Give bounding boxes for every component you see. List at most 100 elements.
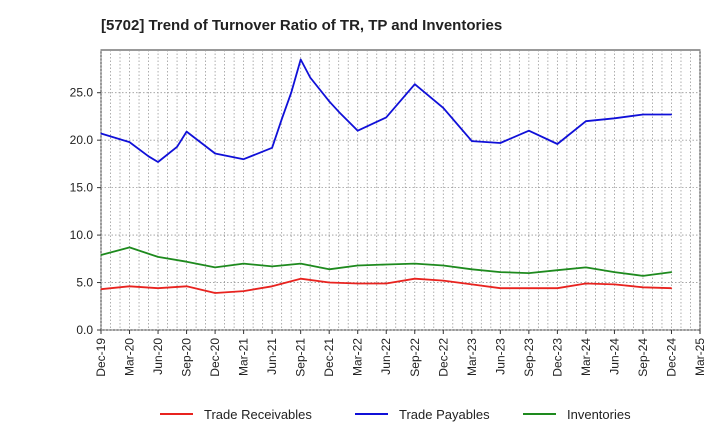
- data-point: [442, 264, 444, 267]
- x-tick-label: Mar-24: [579, 338, 593, 376]
- x-tick-label: Dec-23: [550, 338, 564, 377]
- data-point: [499, 287, 501, 289]
- x-tick-label: Sep-21: [294, 338, 308, 377]
- data-point: [642, 286, 644, 288]
- x-tick-label: Jun-24: [607, 338, 621, 375]
- data-point: [271, 147, 273, 149]
- data-point: [157, 256, 159, 258]
- data-point: [243, 290, 245, 292]
- data-point: [300, 262, 302, 265]
- data-point: [185, 261, 188, 263]
- data-point: [290, 92, 292, 94]
- data-point: [385, 116, 387, 118]
- data-point: [128, 246, 131, 249]
- data-point: [338, 111, 340, 113]
- data-point: [271, 285, 273, 287]
- data-point: [499, 271, 501, 273]
- data-point: [357, 264, 359, 267]
- data-point: [585, 266, 587, 268]
- data-point: [214, 292, 216, 294]
- data-point: [613, 117, 616, 119]
- data-point: [328, 268, 330, 270]
- data-point: [442, 280, 444, 282]
- data-point: [271, 265, 273, 268]
- x-tick-label: Dec-22: [436, 338, 450, 377]
- data-point: [613, 271, 616, 273]
- x-tick-label: Dec-19: [94, 338, 108, 377]
- data-point: [128, 141, 131, 143]
- data-point: [642, 113, 644, 116]
- x-axis: Dec-19 Mar-20 Jun-20 Sep-20 Dec-20 Mar-21 Jun-…: [94, 330, 707, 377]
- data-point: [414, 278, 416, 280]
- legend-label-0: Trade Receivables: [204, 407, 312, 422]
- data-point: [300, 278, 302, 280]
- grid-lines: [100, 50, 701, 331]
- data-point: [128, 285, 131, 287]
- data-point: [528, 287, 530, 289]
- data-point: [471, 140, 473, 142]
- data-point: [414, 262, 416, 265]
- y-tick-label: 25.0: [70, 86, 94, 100]
- data-point: [300, 58, 302, 61]
- data-point: [670, 287, 673, 289]
- y-tick-label: 15.0: [70, 181, 94, 195]
- data-point: [613, 283, 616, 286]
- data-point: [157, 287, 159, 289]
- data-point: [328, 281, 330, 284]
- x-tick-label: Sep-23: [522, 338, 536, 377]
- data-point: [585, 282, 587, 285]
- x-tick-label: Dec-24: [664, 338, 678, 377]
- data-point: [471, 283, 473, 286]
- data-point: [528, 130, 530, 132]
- x-tick-label: Jun-23: [493, 338, 507, 375]
- x-tick-label: Dec-20: [208, 338, 222, 377]
- data-point: [357, 130, 359, 132]
- data-point: [670, 113, 673, 116]
- data-point: [471, 268, 473, 270]
- data-point: [243, 158, 245, 160]
- x-tick-label: Sep-24: [636, 338, 650, 377]
- data-point: [556, 287, 558, 289]
- data-point: [100, 288, 102, 290]
- data-point: [100, 132, 102, 135]
- x-tick-label: Mar-22: [351, 338, 365, 376]
- x-tick-label: Mar-25: [693, 338, 707, 376]
- data-point: [281, 118, 283, 120]
- data-point: [528, 272, 530, 274]
- data-point: [556, 143, 558, 145]
- x-tick-label: Sep-20: [180, 338, 194, 377]
- data-point: [670, 271, 673, 273]
- data-point: [556, 269, 558, 271]
- data-point: [585, 120, 587, 122]
- data-point: [385, 263, 387, 266]
- legend-label-1: Trade Payables: [399, 407, 490, 422]
- y-axis: 0.0 5.0 10.0 15.0 20.0 25.0: [70, 86, 101, 337]
- y-tick-label: 0.0: [76, 323, 93, 337]
- data-point: [157, 161, 159, 163]
- legend: Trade Receivables Trade Payables Inventori…: [160, 407, 631, 422]
- data-point: [214, 266, 216, 268]
- y-tick-label: 10.0: [70, 228, 94, 242]
- x-tick-label: Sep-22: [408, 338, 422, 377]
- data-point: [414, 83, 416, 85]
- series-lines: [100, 58, 673, 294]
- data-point: [357, 282, 359, 285]
- y-tick-label: 20.0: [70, 133, 94, 147]
- x-tick-label: Jun-21: [265, 338, 279, 375]
- data-point: [385, 282, 387, 285]
- data-point: [243, 262, 245, 265]
- data-point: [328, 100, 330, 102]
- data-point: [185, 285, 188, 287]
- x-tick-label: Mar-23: [465, 338, 479, 376]
- x-tick-label: Jun-20: [151, 338, 165, 375]
- data-point: [185, 131, 188, 133]
- data-point: [147, 155, 150, 157]
- data-point: [100, 254, 102, 256]
- data-point: [309, 76, 311, 79]
- data-point: [499, 142, 501, 144]
- chart-title: [5702] Trend of Turnover Ratio of TR, TP…: [101, 17, 502, 34]
- y-tick-label: 5.0: [76, 276, 93, 290]
- x-tick-label: Dec-21: [322, 338, 336, 377]
